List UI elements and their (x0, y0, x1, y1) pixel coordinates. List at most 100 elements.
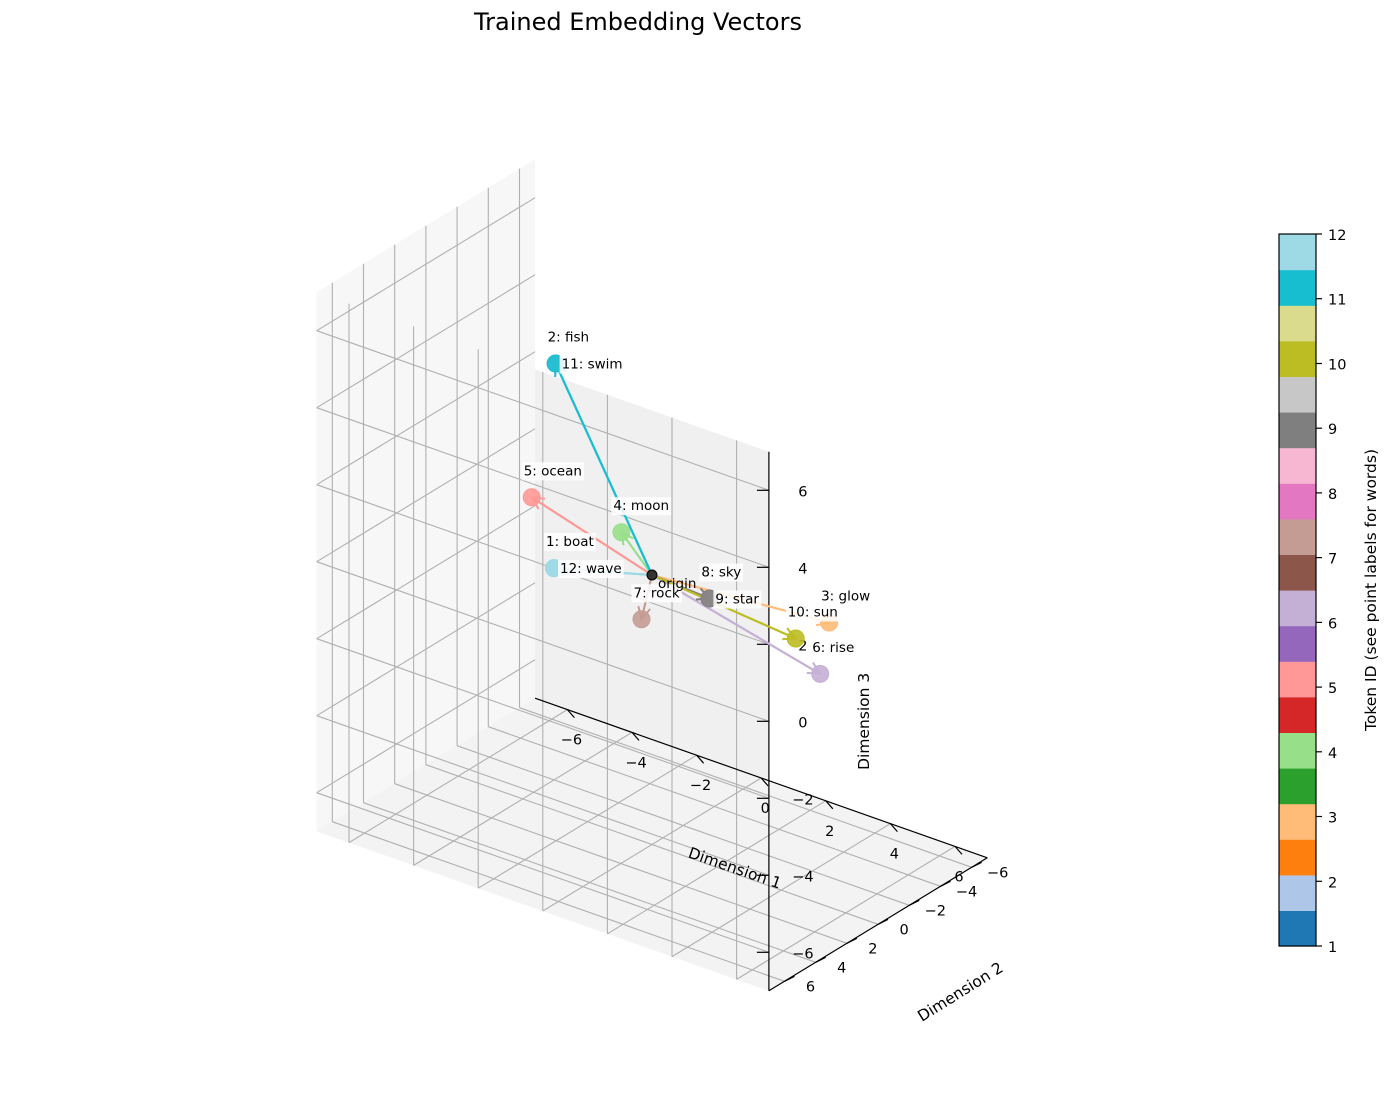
z-tick-label: −6 (792, 946, 813, 962)
point-label-bg (810, 638, 857, 657)
y-tick-label: −2 (925, 903, 946, 919)
grid-line-y-floor (363, 802, 816, 963)
data-point (632, 610, 651, 629)
point-label-bg (521, 462, 584, 481)
colorbar-segment (1279, 269, 1316, 306)
origin-label: origin (658, 576, 696, 592)
z-tick-label: 2 (798, 638, 807, 654)
y-tick-label: 2 (868, 941, 877, 957)
grid-lines (316, 168, 972, 982)
grid-line-z-side (316, 428, 536, 563)
point-label-bg (545, 328, 592, 347)
y-tick-mark (877, 918, 889, 925)
grid-line-z-back (316, 330, 770, 491)
x-tick-label: −6 (561, 733, 582, 749)
point-label-bg (559, 355, 625, 374)
point-label: 7: rock (634, 585, 680, 601)
y-tick-label: 4 (837, 960, 846, 976)
tick-labels: −6 −4 −2 0 2 4 6 −6 −4 −2 0 2 4 6 −6 −4 −2 0 2 4 6 (561, 484, 1009, 995)
x-tick-mark (825, 800, 834, 810)
grid-line-y-floor (519, 707, 972, 868)
x-tick-mark (954, 846, 963, 855)
colorbar-segment (1279, 234, 1316, 271)
grid-line-z-back (316, 407, 770, 568)
data-point (811, 664, 830, 683)
colorbar-tick-label: 6 (1328, 616, 1337, 632)
y-tick-label: −4 (956, 884, 977, 900)
colorbar-segment (1279, 910, 1316, 947)
colorbar-segment (1279, 661, 1316, 698)
colorbar-tick-label: 5 (1328, 681, 1337, 697)
grid-line-z-back (316, 561, 770, 722)
colorbar-tick-label: 1 (1328, 940, 1337, 956)
point-label: 8: sky (701, 565, 741, 581)
chart-title: Trained Embedding Vectors (473, 8, 802, 36)
colorbar-label: Token ID (see point labels for words) (1362, 449, 1380, 732)
colorbar-segment (1279, 412, 1316, 449)
data-point (612, 523, 631, 542)
point-label-bg (819, 587, 873, 606)
colorbar-tick-label: 3 (1328, 811, 1337, 827)
x-tick-mark (760, 777, 769, 787)
colorbar-tick-label: 7 (1328, 552, 1337, 568)
x-tick-label: 6 (954, 869, 963, 885)
colorbar-segment (1279, 447, 1316, 484)
origin-point (646, 569, 658, 581)
colorbar-segment (1279, 518, 1316, 555)
grid-line-z-back (316, 484, 770, 645)
colorbar-tick-label: 10 (1328, 358, 1346, 374)
colorbar-tick-label: 8 (1328, 487, 1337, 503)
x-tick-mark (889, 823, 898, 832)
grid-line-z-side (316, 351, 536, 486)
z-tick-label: 4 (798, 561, 807, 577)
colorbar-segment (1279, 696, 1316, 733)
colorbar-tick-label: 9 (1328, 422, 1337, 438)
data-point (786, 629, 805, 648)
point-label-bg (699, 563, 744, 582)
x-tick-label: −4 (625, 755, 646, 771)
point-label-bg (611, 497, 672, 516)
point-label-bg (558, 560, 624, 579)
point-label: 11: swim (562, 357, 623, 373)
y-tick-mark (909, 899, 920, 906)
z-tick-label: 6 (798, 484, 807, 500)
z-tick-label: −2 (792, 792, 813, 808)
grid-line-y-floor (425, 764, 879, 925)
y-tick-label: 0 (899, 922, 908, 938)
z-tick-label: −4 (792, 869, 813, 885)
point-label: 2: fish (548, 330, 590, 346)
colorbar-segment (1279, 803, 1316, 840)
x-axis-line (534, 697, 988, 859)
x-tick-mark (631, 732, 640, 741)
z-tick-label: 0 (798, 715, 807, 731)
colorbar-tick-label: 11 (1328, 293, 1346, 309)
x-tick-label: 4 (890, 847, 899, 863)
x-tick-label: 0 (761, 801, 770, 817)
colorbar-segment (1279, 590, 1316, 627)
x-tick-mark (696, 754, 705, 764)
point-label-bg (713, 590, 762, 609)
grid-line-z-side (316, 582, 536, 717)
y-axis-label: Dimension 2 (914, 959, 1006, 1026)
point-label: 4: moon (613, 498, 669, 514)
point-label: 9: star (715, 592, 759, 608)
grid-line-z-side (316, 274, 536, 409)
grid-line-y-floor (488, 726, 941, 887)
colorbar-segment (1279, 768, 1316, 805)
colorbar-segment (1279, 340, 1316, 377)
y-tick-mark (784, 975, 795, 982)
z-axis-label: Dimension 3 (855, 673, 873, 770)
x-tick-label: 2 (825, 824, 834, 840)
y-tick-mark (846, 937, 858, 944)
colorbar-tick-label: 12 (1328, 228, 1346, 244)
point-labels: 1: boat 2: fish 3: glow 4: moon 5: ocean 6: r… (521, 328, 873, 657)
point-label: 1: boat (546, 534, 594, 550)
colorbar-segment (1279, 625, 1316, 662)
colorbar-tick-label: 4 (1328, 746, 1337, 762)
x-tick-mark (566, 709, 575, 718)
colorbar-segment (1279, 839, 1316, 876)
point-label: 10: sun (788, 605, 838, 621)
point-label-bg (631, 584, 682, 603)
